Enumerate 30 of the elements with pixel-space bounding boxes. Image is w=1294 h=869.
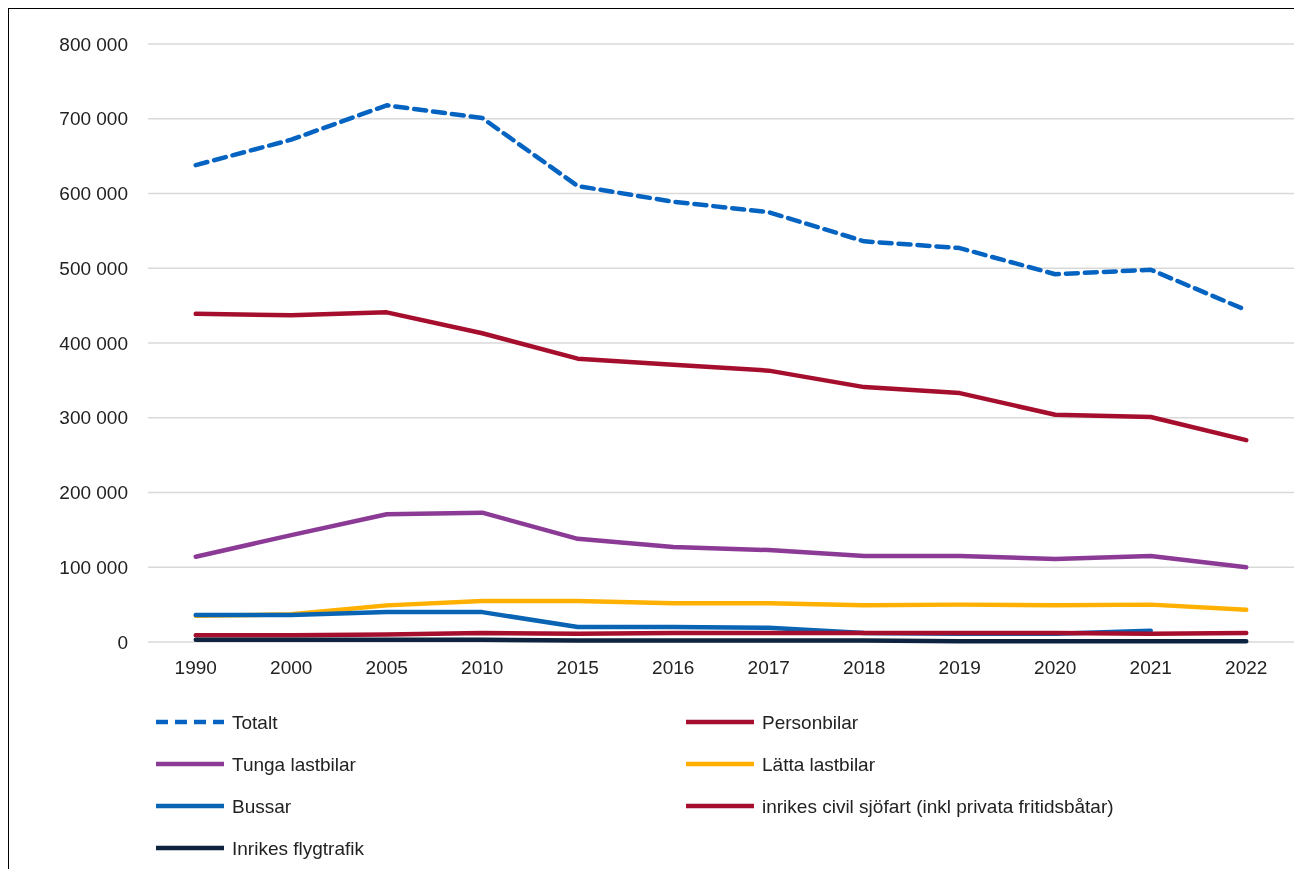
y-tick-label: 100 000 bbox=[59, 556, 128, 578]
x-tick-label: 2005 bbox=[365, 657, 408, 678]
legend-label: Tunga lastbilar bbox=[232, 753, 357, 775]
x-tick-label: 2020 bbox=[1034, 657, 1077, 678]
x-tick-label: 2010 bbox=[461, 657, 504, 678]
x-tick-label: 2015 bbox=[556, 657, 599, 678]
x-tick-label: 2016 bbox=[652, 657, 695, 678]
y-tick-label: 500 000 bbox=[59, 257, 128, 279]
line-series bbox=[193, 510, 1249, 570]
y-tick-label: 300 000 bbox=[59, 407, 128, 429]
x-tick-label: 2017 bbox=[747, 657, 790, 678]
line-series bbox=[193, 310, 1249, 443]
y-tick-label: 700 000 bbox=[59, 108, 128, 130]
legend-label: Inrikes flygtrafik bbox=[232, 837, 365, 859]
y-tick-label: 200 000 bbox=[59, 482, 128, 504]
x-tick-label: 2018 bbox=[843, 657, 886, 678]
x-tick-label: 1990 bbox=[174, 657, 217, 678]
legend-label: Personbilar bbox=[762, 711, 859, 733]
x-tick-label: 2019 bbox=[938, 657, 981, 678]
legend-label: Lätta lastbilar bbox=[762, 753, 876, 775]
x-tick-label: 2000 bbox=[270, 657, 313, 678]
y-tick-label: 600 000 bbox=[59, 183, 128, 205]
x-tick-label: 2022 bbox=[1225, 657, 1268, 678]
legend-label: inrikes civil sjöfart (inkl privata fritidsbåtar) bbox=[762, 795, 1114, 817]
y-tick-label: 400 000 bbox=[59, 332, 128, 354]
y-tick-label: 800 000 bbox=[59, 33, 128, 55]
legend-label: Totalt bbox=[232, 711, 279, 733]
y-tick-label: 0 bbox=[117, 631, 128, 653]
x-tick-label: 2021 bbox=[1129, 657, 1172, 678]
legend-label: Bussar bbox=[232, 795, 292, 817]
